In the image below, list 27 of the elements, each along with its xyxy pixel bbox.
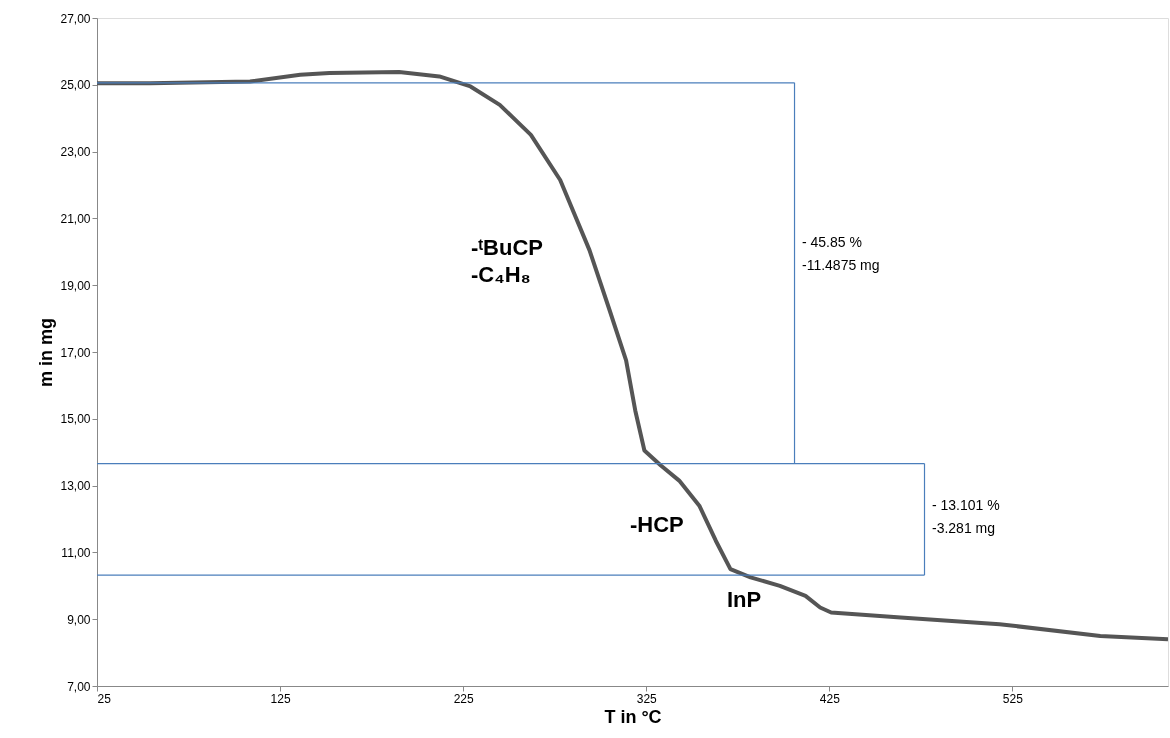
annotation: - 45.85 % [802,234,862,250]
y-tick-label: 23,00 [60,145,91,160]
annotation: InP [727,587,762,612]
y-tick-label: 19,00 [60,278,91,293]
y-tick-label: 17,00 [60,345,91,360]
x-tick-label: 125 [270,691,291,706]
x-tick-label: 525 [1002,691,1024,706]
annotation: -C₄H₈ [471,262,531,287]
annotation: -3.281 mg [932,520,996,536]
y-tick-label: 11,00 [61,545,91,560]
y-tick-label: 27,00 [60,11,91,26]
annotation: -HCP [630,512,684,537]
y-tick-label: 25,00 [60,78,91,93]
y-tick-label: 13,00 [60,479,91,494]
y-tick-label: 15,00 [60,412,91,427]
y-axis-title: m in mg [36,317,57,388]
x-tick-label: 225 [453,691,474,706]
y-tick-label: 7,00 [67,679,91,694]
annotation: - 13.101 % [932,497,1000,513]
y-tick-label: 21,00 [60,211,91,226]
x-tick-label: 425 [819,691,841,706]
annotation: -11.4875 mg [802,257,880,273]
x-axis-title: T in °C [604,706,662,727]
x-tick-label: 25 [97,691,112,706]
y-tick-label: 9,00 [67,612,91,627]
x-tick-label: 325 [636,691,658,706]
annotation: -ᵗBuCP [471,235,543,260]
